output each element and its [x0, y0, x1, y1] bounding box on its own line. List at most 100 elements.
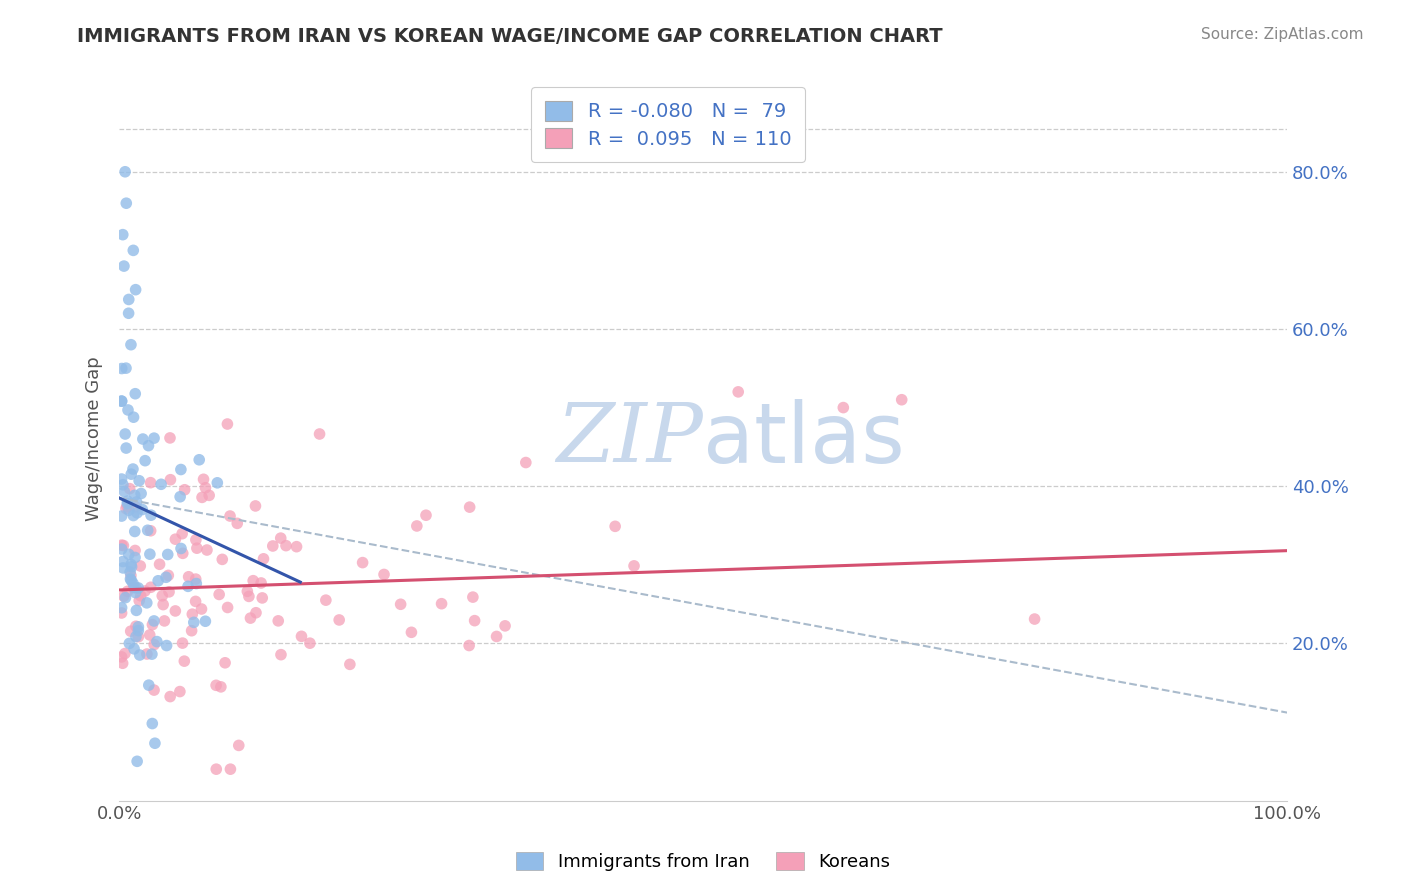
- Point: [143, 638, 166, 652]
- Point: [184, 594, 207, 608]
- Point: [124, 386, 146, 401]
- Point: [146, 634, 169, 648]
- Point: [139, 547, 162, 561]
- Point: [143, 736, 166, 750]
- Point: [890, 392, 912, 407]
- Point: [143, 614, 166, 628]
- Point: [127, 581, 149, 595]
- Point: [135, 596, 157, 610]
- Point: [125, 495, 148, 509]
- Point: [165, 532, 187, 546]
- Point: [117, 403, 139, 417]
- Point: [111, 227, 134, 242]
- Point: [373, 567, 395, 582]
- Point: [205, 762, 228, 776]
- Point: [190, 602, 212, 616]
- Point: [122, 641, 145, 656]
- Point: [114, 427, 136, 442]
- Point: [122, 508, 145, 523]
- Point: [139, 475, 162, 490]
- Point: [131, 502, 153, 516]
- Point: [152, 598, 174, 612]
- Point: [194, 481, 217, 495]
- Point: [124, 524, 146, 539]
- Point: [139, 580, 162, 594]
- Point: [127, 754, 149, 768]
- Point: [115, 441, 138, 455]
- Point: [170, 462, 193, 476]
- Point: [124, 550, 146, 565]
- Point: [328, 613, 350, 627]
- Point: [270, 648, 292, 662]
- Point: [127, 620, 149, 634]
- Point: [120, 568, 142, 582]
- Point: [121, 559, 143, 574]
- Point: [153, 614, 176, 628]
- Point: [172, 546, 194, 560]
- Point: [159, 690, 181, 704]
- Point: [110, 472, 132, 486]
- Point: [430, 597, 453, 611]
- Point: [219, 762, 242, 776]
- Point: [124, 543, 146, 558]
- Point: [173, 483, 195, 497]
- Point: [170, 541, 193, 556]
- Point: [148, 558, 170, 572]
- Point: [238, 590, 260, 604]
- Point: [228, 739, 250, 753]
- Point: [315, 593, 337, 607]
- Point: [117, 494, 139, 508]
- Point: [159, 431, 181, 445]
- Point: [415, 508, 437, 523]
- Point: [298, 636, 321, 650]
- Point: [464, 614, 486, 628]
- Point: [270, 531, 292, 545]
- Point: [177, 579, 200, 593]
- Point: [461, 590, 484, 604]
- Point: [267, 614, 290, 628]
- Point: [217, 417, 239, 431]
- Point: [117, 496, 139, 510]
- Point: [128, 648, 150, 662]
- Point: [115, 500, 138, 514]
- Point: [110, 394, 132, 409]
- Point: [125, 630, 148, 644]
- Point: [236, 584, 259, 599]
- Point: [141, 617, 163, 632]
- Point: [118, 636, 141, 650]
- Point: [122, 244, 145, 258]
- Point: [117, 306, 139, 320]
- Text: IMMIGRANTS FROM IRAN VS KOREAN WAGE/INCOME GAP CORRELATION CHART: IMMIGRANTS FROM IRAN VS KOREAN WAGE/INCO…: [77, 27, 943, 45]
- Point: [112, 589, 135, 603]
- Point: [120, 572, 142, 586]
- Point: [205, 678, 228, 692]
- Point: [120, 573, 142, 587]
- Point: [352, 556, 374, 570]
- Point: [172, 526, 194, 541]
- Point: [184, 572, 207, 586]
- Point: [290, 629, 312, 643]
- Text: Source: ZipAtlas.com: Source: ZipAtlas.com: [1201, 27, 1364, 42]
- Point: [141, 647, 163, 661]
- Point: [727, 384, 749, 399]
- Point: [127, 630, 149, 644]
- Point: [169, 684, 191, 698]
- Point: [115, 361, 138, 376]
- Point: [112, 259, 135, 273]
- Text: ZIP: ZIP: [557, 399, 703, 479]
- Point: [139, 628, 162, 642]
- Point: [245, 606, 267, 620]
- Point: [110, 649, 132, 664]
- Point: [110, 538, 132, 552]
- Point: [186, 541, 208, 556]
- Legend: Immigrants from Iran, Koreans: Immigrants from Iran, Koreans: [509, 845, 897, 879]
- Point: [405, 519, 427, 533]
- Point: [285, 540, 308, 554]
- Point: [155, 570, 177, 584]
- Point: [115, 196, 138, 211]
- Point: [211, 552, 233, 566]
- Point: [134, 453, 156, 467]
- Point: [605, 519, 627, 533]
- Point: [111, 657, 134, 671]
- Point: [172, 636, 194, 650]
